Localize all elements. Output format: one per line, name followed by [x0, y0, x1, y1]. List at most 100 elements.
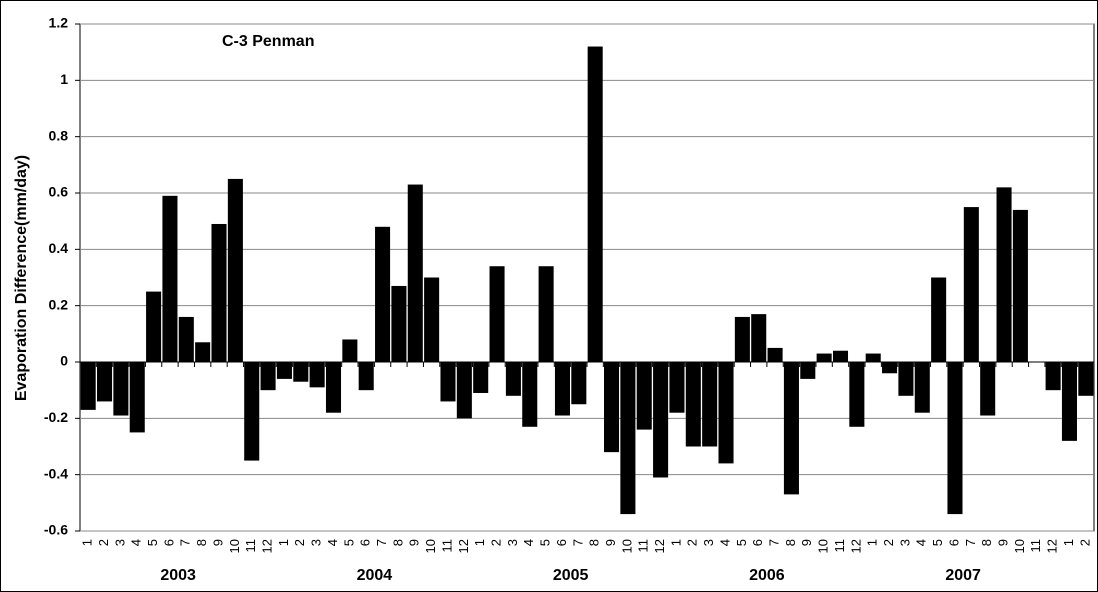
y-tick-label: 1: [60, 71, 68, 87]
x-tick-label: 6: [750, 539, 765, 546]
x-tick-label: 9: [995, 539, 1010, 546]
x-tick-label: 7: [374, 539, 389, 546]
bar: [424, 277, 440, 362]
x-tick-label: 8: [390, 539, 405, 546]
bar: [571, 362, 587, 405]
bar: [898, 362, 914, 396]
bar: [505, 362, 521, 396]
x-tick-label: 2: [881, 539, 896, 546]
x-tick-label: 2: [488, 539, 503, 546]
bar: [407, 184, 423, 362]
x-tick-label: 6: [358, 539, 373, 546]
x-tick-label: 7: [963, 539, 978, 546]
bar: [816, 353, 832, 362]
bar: [996, 187, 1012, 362]
y-tick-label: 0.8: [49, 127, 69, 143]
x-tick-label: 12: [456, 539, 471, 553]
x-tick-label: 6: [554, 539, 569, 546]
bar: [718, 362, 734, 464]
x-tick-label: 10: [1012, 539, 1027, 553]
bar: [1012, 209, 1028, 362]
x-tick-label: 1: [668, 539, 683, 546]
bar: [538, 266, 554, 362]
x-tick-label: 2: [96, 539, 111, 546]
x-tick-label: 11: [243, 539, 258, 553]
bar: [293, 362, 309, 382]
x-tick-label: 4: [914, 539, 929, 546]
x-tick-label: 10: [619, 539, 634, 553]
x-tick-label: 12: [652, 539, 667, 553]
x-tick-label: 6: [946, 539, 961, 546]
x-tick-label: 1: [276, 539, 291, 546]
x-tick-label: 3: [309, 539, 324, 546]
bar: [931, 277, 947, 362]
year-label: 2004: [357, 567, 393, 584]
x-tick-label: 7: [178, 539, 193, 546]
y-tick-label: -0.4: [44, 465, 68, 481]
bar: [849, 362, 865, 427]
bar: [800, 362, 816, 379]
bar: [129, 362, 145, 433]
bar: [832, 350, 849, 362]
x-tick-label: 11: [636, 539, 651, 553]
x-tick-label: 11: [1028, 539, 1043, 553]
bar: [276, 362, 292, 379]
x-tick-label: 2: [1077, 539, 1092, 546]
bar: [1029, 362, 1045, 363]
bar: [358, 362, 374, 391]
bar: [980, 362, 996, 416]
bar: [260, 362, 276, 391]
x-tick-label: 11: [439, 539, 454, 553]
x-tick-label: 10: [227, 539, 242, 553]
x-tick-label: 10: [423, 539, 438, 553]
bar: [325, 362, 342, 413]
x-tick-label: 2: [292, 539, 307, 546]
year-label: 2003: [160, 567, 196, 584]
bar: [440, 362, 456, 402]
bar: [211, 223, 227, 362]
bar: [97, 362, 113, 402]
bar: [162, 195, 178, 362]
x-tick-label: 3: [112, 539, 127, 546]
bar: [702, 362, 718, 447]
x-tick-label: 4: [129, 539, 144, 546]
y-tick-label: 0: [60, 353, 68, 369]
bar: [244, 362, 260, 461]
y-tick-label: 0.2: [49, 296, 69, 312]
x-tick-label: 4: [521, 539, 536, 546]
bar: [914, 362, 930, 413]
bar: [146, 291, 162, 362]
year-label: 2007: [945, 567, 981, 584]
x-tick-label: 9: [603, 539, 618, 546]
x-tick-label: 1: [80, 539, 95, 546]
x-tick-label: 5: [930, 539, 945, 546]
x-tick-label: 3: [505, 539, 520, 546]
x-tick-label: 12: [260, 539, 275, 553]
x-tick-label: 9: [407, 539, 422, 546]
x-tick-label: 4: [717, 539, 732, 546]
bar: [489, 266, 505, 362]
bar: [653, 362, 669, 478]
bar: [882, 362, 898, 374]
bar: [604, 362, 620, 453]
bar: [669, 362, 685, 413]
bar: [195, 342, 211, 362]
x-tick-label: 7: [570, 539, 585, 546]
bar: [309, 362, 325, 388]
y-tick-label: 0.4: [49, 240, 69, 256]
bar: [865, 353, 881, 362]
bar: [391, 285, 407, 362]
bar: [767, 347, 783, 362]
x-tick-label: 8: [979, 539, 994, 546]
bar: [227, 178, 243, 362]
x-tick-label: 2: [685, 539, 700, 546]
x-tick-label: 5: [538, 539, 553, 546]
x-tick-label: 7: [767, 539, 782, 546]
x-tick-label: 11: [832, 539, 847, 553]
x-tick-label: 3: [701, 539, 716, 546]
bar: [751, 314, 767, 362]
y-tick-label: -0.2: [44, 409, 68, 425]
bar: [636, 362, 652, 430]
bar: [456, 362, 472, 419]
bar: [178, 316, 194, 362]
